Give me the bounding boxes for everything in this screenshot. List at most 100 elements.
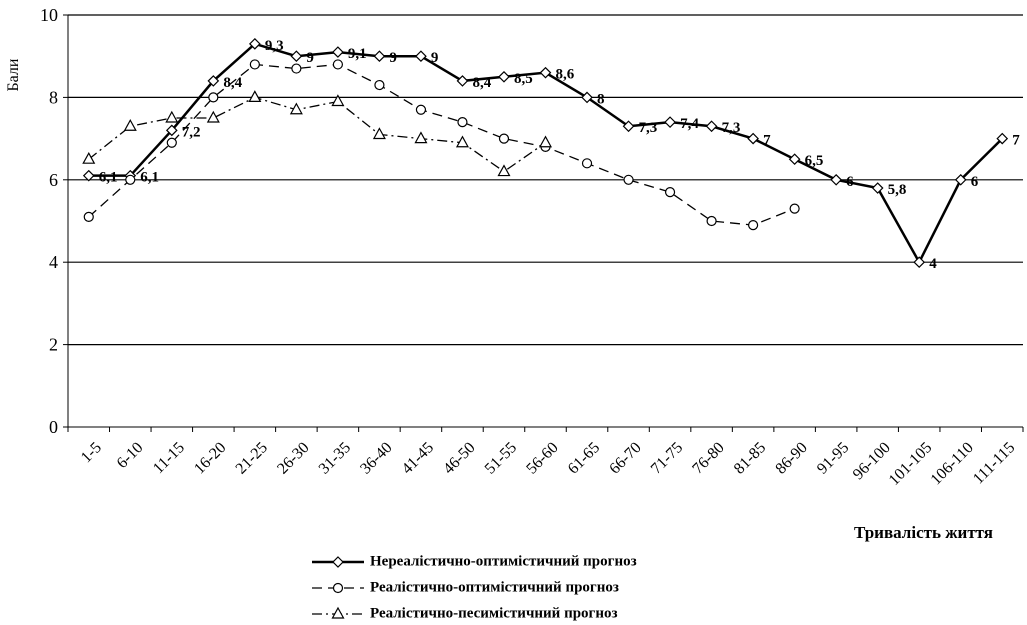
y-tick-label: 0 (49, 417, 58, 437)
data-point (332, 59, 343, 70)
value-label: 7 (1012, 133, 1020, 149)
data-point (248, 37, 261, 50)
value-label: 6 (846, 174, 854, 190)
data-point (372, 127, 386, 140)
value-label: 6,1 (140, 170, 159, 186)
legend-label: Реалістично-песимістичний прогноз (370, 605, 618, 621)
data-point (498, 70, 510, 83)
data-point (414, 131, 428, 144)
data-point (455, 135, 469, 148)
data-point (332, 46, 344, 58)
x-tick-label: 66-70 (606, 439, 644, 477)
x-tick-label: 76-80 (689, 439, 727, 477)
data-point (996, 132, 1009, 145)
data-point (789, 203, 800, 214)
value-label: 5,8 (888, 182, 907, 198)
value-label: 6,5 (805, 153, 824, 169)
data-point (497, 164, 511, 177)
data-point (830, 173, 843, 186)
value-label: 9 (389, 50, 397, 66)
value-label: 7,2 (182, 124, 201, 140)
value-label: 8,4 (223, 75, 242, 91)
value-label: 9 (431, 50, 439, 66)
data-point (706, 215, 717, 227)
legend-marker (332, 582, 344, 594)
legend-marker (331, 606, 345, 619)
legend-label: Нереалістично-оптимістичний прогноз (370, 553, 637, 569)
value-label: 9,3 (265, 38, 284, 54)
data-point (415, 50, 427, 63)
value-label: 6 (971, 174, 979, 190)
data-point (331, 94, 345, 107)
y-tick-label: 8 (49, 87, 58, 107)
data-point (623, 174, 634, 185)
x-tick-label: 46-50 (440, 439, 478, 477)
x-tick-label: 6-10 (114, 439, 147, 472)
data-point (125, 174, 136, 185)
value-label: 7 (763, 133, 771, 149)
data-point (374, 79, 385, 91)
data-point (248, 90, 262, 103)
x-tick-label: 16-20 (191, 439, 229, 477)
value-label: 7,3 (722, 120, 741, 136)
data-point (539, 66, 552, 79)
data-point (289, 102, 303, 115)
data-point (123, 118, 137, 131)
data-point (871, 182, 884, 194)
data-point (954, 173, 967, 186)
y-axis-label: Бали (5, 58, 22, 91)
value-label: 4 (929, 256, 937, 272)
x-tick-label: 111-115 (970, 439, 1018, 487)
value-label: 8 (597, 91, 605, 107)
data-point (249, 59, 260, 70)
value-label: 7,4 (680, 116, 699, 132)
value-label: 8,6 (556, 67, 575, 83)
series-line (88, 63, 795, 226)
y-tick-label: 2 (49, 335, 58, 355)
data-point (664, 116, 676, 128)
value-label: 8,4 (472, 75, 491, 91)
data-point (748, 220, 759, 231)
x-tick-label: 86-90 (772, 439, 810, 477)
data-point (747, 132, 759, 145)
x-tick-label: 21-25 (233, 439, 271, 477)
x-tick-label: 101-105 (886, 439, 936, 489)
y-tick-label: 4 (49, 252, 58, 272)
x-tick-label: 81-85 (731, 439, 769, 477)
x-tick-label: 91-95 (814, 439, 852, 477)
legend-label: Реалістично-оптимістичний прогноз (370, 579, 619, 595)
x-tick-label: 71-75 (648, 439, 686, 477)
data-point (291, 63, 302, 74)
y-tick-label: 6 (49, 170, 58, 190)
value-label: 9,1 (348, 46, 367, 62)
data-point (705, 120, 718, 133)
data-point (290, 50, 303, 63)
x-tick-label: 26-30 (274, 439, 312, 477)
data-point (538, 135, 553, 148)
data-point (788, 153, 801, 166)
data-point (207, 75, 220, 87)
data-point (165, 110, 179, 123)
data-point (581, 158, 593, 169)
x-tick-label: 61-65 (565, 439, 603, 477)
data-point (82, 151, 96, 164)
data-point (457, 117, 468, 128)
data-point (664, 187, 676, 198)
x-tick-label: 1-5 (78, 439, 105, 466)
x-axis-label: Тривалість життя (854, 523, 993, 542)
x-tick-label: 41-45 (399, 439, 437, 477)
x-tick-label: 36-40 (357, 439, 395, 477)
x-tick-label: 31-35 (316, 439, 354, 477)
x-tick-label: 106-110 (928, 439, 977, 488)
x-tick-label: 56-60 (523, 439, 561, 477)
data-point (373, 50, 386, 63)
y-tick-label: 10 (40, 5, 58, 25)
data-point (166, 137, 177, 148)
data-point (498, 133, 510, 144)
data-point (208, 92, 219, 103)
value-label: 6,1 (99, 170, 118, 186)
value-label: 9 (306, 50, 314, 66)
data-point (622, 120, 635, 133)
x-tick-label: 51-55 (482, 439, 520, 477)
